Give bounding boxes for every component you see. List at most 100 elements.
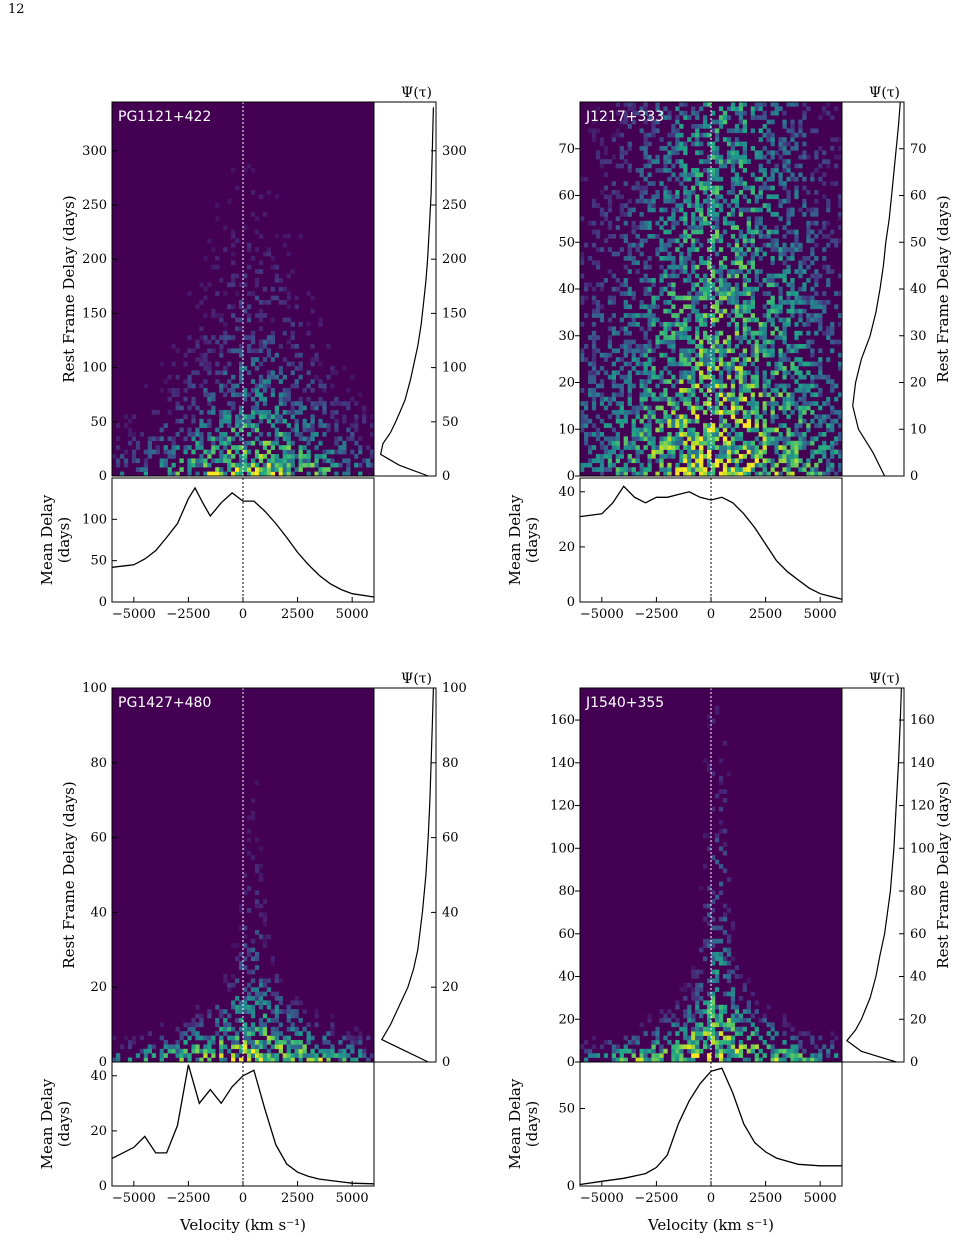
heatmap-cell <box>714 925 720 931</box>
heatmap-cell <box>707 943 712 948</box>
heatmap-cell <box>754 1031 759 1036</box>
heatmap-cell <box>298 322 303 327</box>
heatmap-cell <box>623 418 628 424</box>
heatmap-cell <box>611 300 617 305</box>
heatmap-cell <box>163 423 168 428</box>
heatmap-cell <box>239 903 244 909</box>
heatmap-cell <box>750 251 755 257</box>
heatmap-cell <box>746 449 751 455</box>
heatmap-cell <box>699 339 704 345</box>
heatmap-cell <box>675 313 680 318</box>
heatmap-cell <box>615 454 620 459</box>
heatmap-cell <box>671 348 676 354</box>
heatmap-cell <box>591 467 597 472</box>
heatmap-cell <box>246 815 252 821</box>
heatmap-cell <box>838 313 843 318</box>
heatmap-cell <box>250 458 256 464</box>
heatmap-cell <box>786 190 791 195</box>
heatmap-cell <box>683 987 688 992</box>
heatmap-cell <box>802 383 807 389</box>
heatmap-cell <box>691 212 696 217</box>
heatmap-cell <box>211 396 216 402</box>
heatmap-cell <box>786 1048 791 1054</box>
heatmap-cell <box>730 427 736 433</box>
heatmap-cell <box>310 423 315 428</box>
heatmap-cell <box>282 357 287 362</box>
heatmap-cell <box>639 436 644 442</box>
heatmap-cell <box>659 379 664 384</box>
heatmap-cell <box>750 229 755 235</box>
heatmap-cell <box>722 991 728 997</box>
heatmap-cell <box>187 335 192 340</box>
heatmap-cell <box>659 1053 664 1058</box>
heatmap-cell <box>326 1053 331 1058</box>
heatmap-cell <box>651 198 656 204</box>
heatmap-cell <box>322 1048 327 1054</box>
heatmap-cell <box>734 458 740 464</box>
heatmap-cell <box>730 207 736 213</box>
heatmap-cell <box>667 198 672 204</box>
heatmap-cell <box>794 322 799 327</box>
heatmap-cell <box>718 185 724 191</box>
heatmap-cell <box>774 462 779 468</box>
heatmap-cell <box>611 154 617 160</box>
heatmap-cell <box>730 234 736 239</box>
mean-delay-xtick-label: −5000 <box>112 1191 156 1206</box>
heatmap-cell <box>742 467 748 472</box>
heatmap-ytick-label: 60 <box>558 189 575 204</box>
heatmap-cell <box>683 264 688 270</box>
heatmap-cell <box>635 458 640 464</box>
heatmap-cell <box>782 251 787 257</box>
heatmap-cell <box>587 1053 593 1058</box>
heatmap-cell <box>758 128 763 134</box>
heatmap-cell <box>722 308 728 314</box>
heatmap-cell <box>838 339 843 345</box>
heatmap-cell <box>770 322 775 327</box>
heatmap-cell <box>591 295 597 301</box>
heatmap-cell <box>211 405 216 411</box>
heatmap-cell <box>258 1040 264 1045</box>
heatmap-cell <box>766 1044 771 1050</box>
heatmap-cell <box>758 454 763 459</box>
heatmap-cell <box>306 330 311 336</box>
heatmap-cell <box>663 366 668 371</box>
heatmap-cell <box>639 225 644 230</box>
heatmap-cell <box>746 317 751 323</box>
heatmap-cell <box>643 471 648 477</box>
transfer-ytick-label: 50 <box>442 415 459 430</box>
heatmap-cell <box>695 194 700 200</box>
heatmap-cell <box>643 1048 648 1054</box>
heatmap-cell <box>814 361 819 367</box>
heatmap-cell <box>274 1044 280 1050</box>
heatmap-cell <box>243 1022 248 1028</box>
heatmap-cell <box>278 445 283 450</box>
heatmap-cell <box>631 317 636 323</box>
heatmap-cell <box>611 440 617 446</box>
heatmap-cell <box>738 154 744 160</box>
heatmap-cell <box>790 1053 795 1058</box>
heatmap-cell <box>294 1000 299 1006</box>
heatmap-cell <box>750 1048 755 1054</box>
heatmap-cell <box>159 1057 164 1063</box>
heatmap-cell <box>826 379 831 384</box>
heatmap-cell <box>191 1018 196 1023</box>
heatmap-cell <box>718 106 724 112</box>
heatmap-cell <box>802 176 807 182</box>
heatmap-cell <box>227 1026 232 1032</box>
heatmap-cell <box>199 436 204 442</box>
page-number: 12 <box>8 2 25 17</box>
heatmap-cell <box>730 410 736 415</box>
heatmap-cell <box>250 1009 256 1014</box>
heatmap-cell <box>774 392 779 398</box>
heatmap-cell <box>623 339 628 345</box>
heatmap-cell <box>235 383 240 389</box>
heatmap-cell <box>762 304 767 310</box>
heatmap-cell <box>199 357 204 362</box>
heatmap-cell <box>619 454 624 459</box>
heatmap-cell <box>754 357 759 362</box>
heatmap-cell <box>254 996 260 1001</box>
heatmap-cell <box>643 225 648 230</box>
heatmap-cell <box>235 414 240 420</box>
heatmap-cell <box>794 1044 799 1050</box>
heatmap-cell <box>231 168 236 173</box>
